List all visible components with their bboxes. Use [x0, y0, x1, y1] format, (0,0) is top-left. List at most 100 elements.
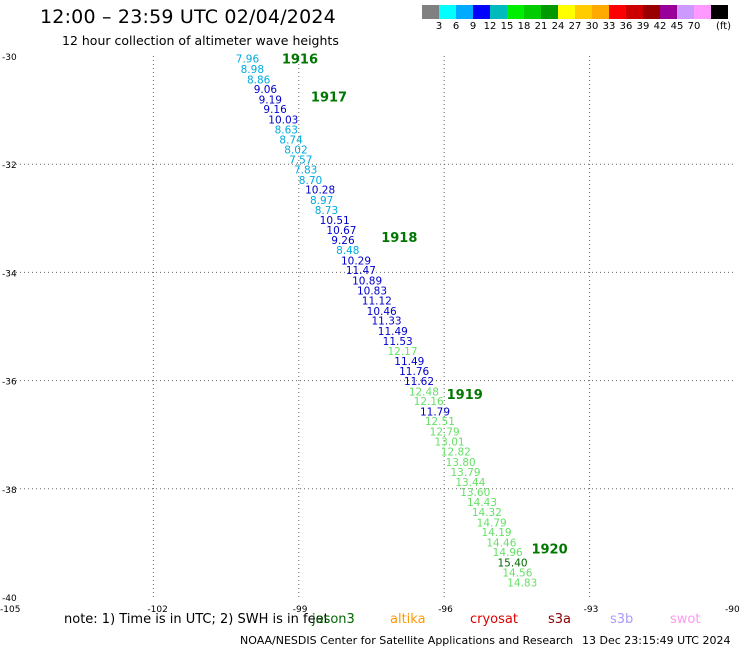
legend-tick: 3: [435, 21, 443, 32]
swh-value: 13.44: [455, 477, 485, 489]
swh-value: 14.83: [507, 577, 537, 589]
chart-subtitle: 12 hour collection of altimeter wave hei…: [62, 33, 339, 48]
legend-swatch: [711, 5, 728, 19]
swh-value: 10.28: [305, 185, 335, 197]
hour-label: 1918: [381, 231, 417, 246]
swh-value: 11.62: [404, 376, 434, 388]
swh-value: 9.19: [259, 94, 282, 106]
swh-value: 15.40: [498, 557, 528, 569]
legend-swatch: [439, 5, 456, 19]
swh-value: 11.76: [399, 366, 429, 378]
lon-label: -105: [0, 605, 20, 615]
swh-value: 8.02: [284, 145, 307, 157]
legend-swatch: [626, 5, 643, 19]
swh-value: 10.46: [367, 306, 397, 318]
legend-tick: 42: [653, 21, 667, 32]
swh-value: 8.70: [299, 175, 322, 187]
swh-value: 7.96: [236, 54, 260, 66]
legend-tick: 27: [568, 21, 582, 32]
legend-swatch: [609, 5, 626, 19]
legend-swatch: [694, 5, 711, 19]
swh-value: 14.96: [493, 547, 523, 559]
legend-tick: 9: [469, 21, 477, 32]
swh-value: 8.97: [310, 195, 333, 207]
legend-swatch: [456, 5, 473, 19]
swh-value: 14.19: [482, 527, 512, 539]
swh-value: 10.51: [320, 215, 350, 227]
swh-value: 9.26: [331, 235, 355, 247]
lat-label: -34: [2, 269, 17, 279]
legend-swatch: [643, 5, 660, 19]
hour-label: 1920: [531, 542, 567, 557]
swh-value: 7.57: [289, 154, 312, 166]
swh-value: 12.17: [387, 346, 417, 358]
legend-swatch: [490, 5, 507, 19]
hour-label: 1917: [311, 91, 347, 106]
swh-value: 12.79: [430, 426, 460, 438]
swh-value: 14.79: [477, 517, 507, 529]
legend-swatch: [473, 5, 490, 19]
swh-value: 9.16: [263, 104, 287, 116]
satellite-label-swot: swot: [670, 612, 701, 627]
lon-label: -99: [293, 605, 308, 615]
swh-value: 14.43: [467, 497, 497, 509]
chart-title: 12:00 – 23:59 UTC 02/04/2024: [40, 6, 336, 28]
swh-value: 8.86: [247, 74, 271, 86]
legend-tick: 70: [687, 21, 701, 32]
legend-tick: 33: [602, 21, 616, 32]
swh-value: 10.89: [352, 276, 382, 288]
legend-swatch: [592, 5, 609, 19]
note-row: note: 1) Time is in UTC; 2) SWH is in fe…: [64, 612, 700, 627]
legend-swatch: [541, 5, 558, 19]
swh-value: 13.01: [435, 437, 465, 449]
swh-value: 13.80: [446, 457, 476, 469]
legend-tick: 18: [517, 21, 531, 32]
legend-tick: 45: [670, 21, 684, 32]
swh-value: 7.83: [294, 165, 317, 177]
lon-label: -93: [584, 605, 599, 615]
swh-value: 12.48: [409, 386, 439, 398]
legend-tick: 15: [500, 21, 514, 32]
swh-value: 13.60: [460, 487, 490, 499]
lat-label: -38: [2, 486, 17, 496]
lon-label: -96: [438, 605, 453, 615]
lat-label: -36: [2, 378, 17, 388]
legend-swatch: [422, 5, 439, 19]
swh-value: 9.06: [254, 84, 278, 96]
satellite-label-s3a: s3a: [548, 612, 572, 627]
swh-value: 14.32: [472, 507, 502, 519]
legend-swatch: [677, 5, 694, 19]
swh-value: 11.33: [372, 316, 402, 328]
footer-timestamp: 13 Dec 23:15:49 UTC 2024: [582, 634, 731, 647]
swh-value: 10.03: [268, 114, 298, 126]
swh-value: 12.82: [441, 446, 471, 458]
footer-credit: NOAA/NESDIS Center for Satellite Applica…: [240, 634, 574, 647]
legend-swatch: [575, 5, 592, 19]
swh-value: 10.29: [341, 255, 371, 267]
legend-tick: 12: [483, 21, 497, 32]
hour-label: 1919: [447, 388, 483, 403]
legend-swatch: [507, 5, 524, 19]
legend-swatch: [558, 5, 575, 19]
swh-value: 14.56: [502, 568, 532, 580]
swh-value: 8.74: [279, 134, 303, 146]
hour-label: 1916: [282, 53, 318, 68]
satellite-label-cryosat: cryosat: [470, 612, 518, 627]
swh-value: 13.79: [451, 467, 481, 479]
swh-value: 11.49: [378, 326, 408, 338]
lon-label: -90: [725, 605, 740, 615]
lat-label: -40: [2, 594, 17, 604]
legend-tick: 39: [636, 21, 650, 32]
satellite-label-s3b: s3b: [610, 612, 634, 627]
legend-swatch: [660, 5, 677, 19]
color-legend: [422, 5, 728, 19]
legend-tick: 21: [534, 21, 548, 32]
swh-value: 11.47: [346, 265, 376, 277]
swh-value: 10.67: [326, 225, 356, 237]
swh-value: 8.73: [315, 205, 338, 217]
lon-label: -102: [147, 605, 167, 615]
note-text: note: 1) Time is in UTC; 2) SWH is in fe…: [64, 612, 329, 627]
legend-swatch: [524, 5, 541, 19]
